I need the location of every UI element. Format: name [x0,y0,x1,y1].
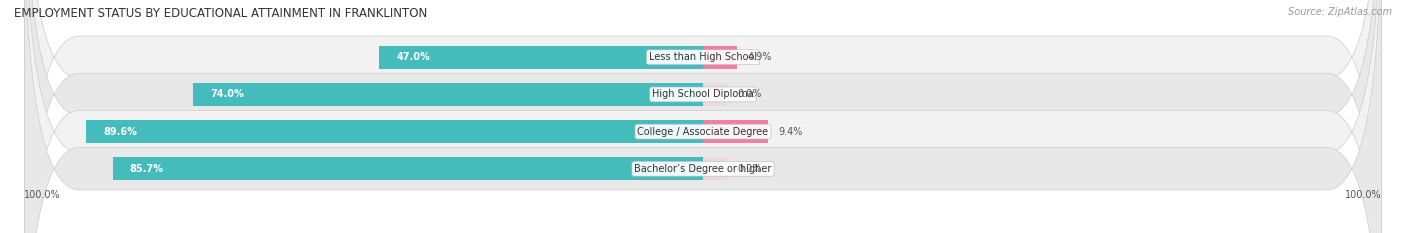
Bar [112,157,703,180]
Bar [703,157,727,180]
Text: EMPLOYMENT STATUS BY EDUCATIONAL ATTAINMENT IN FRANKLINTON: EMPLOYMENT STATUS BY EDUCATIONAL ATTAINM… [14,7,427,20]
Text: High School Diploma: High School Diploma [652,89,754,99]
Text: 47.0%: 47.0% [396,52,430,62]
Bar [380,46,703,69]
Bar [193,83,703,106]
Text: 100.0%: 100.0% [24,190,60,200]
Bar [703,120,768,143]
Text: 9.4%: 9.4% [778,127,803,137]
FancyBboxPatch shape [24,0,1382,233]
Text: 89.6%: 89.6% [103,127,136,137]
Text: 100.0%: 100.0% [1346,190,1382,200]
Text: College / Associate Degree: College / Associate Degree [637,127,769,137]
Bar [86,120,703,143]
FancyBboxPatch shape [24,0,1382,233]
Bar [703,83,727,106]
FancyBboxPatch shape [24,0,1382,233]
Bar [703,46,737,69]
Text: 0.0%: 0.0% [738,164,762,174]
Text: Source: ZipAtlas.com: Source: ZipAtlas.com [1288,7,1392,17]
Text: Less than High School: Less than High School [650,52,756,62]
Text: Bachelor’s Degree or higher: Bachelor’s Degree or higher [634,164,772,174]
Text: 4.9%: 4.9% [747,52,772,62]
FancyBboxPatch shape [24,0,1382,233]
Text: 74.0%: 74.0% [211,89,245,99]
Text: 0.0%: 0.0% [738,89,762,99]
Text: 85.7%: 85.7% [129,164,163,174]
